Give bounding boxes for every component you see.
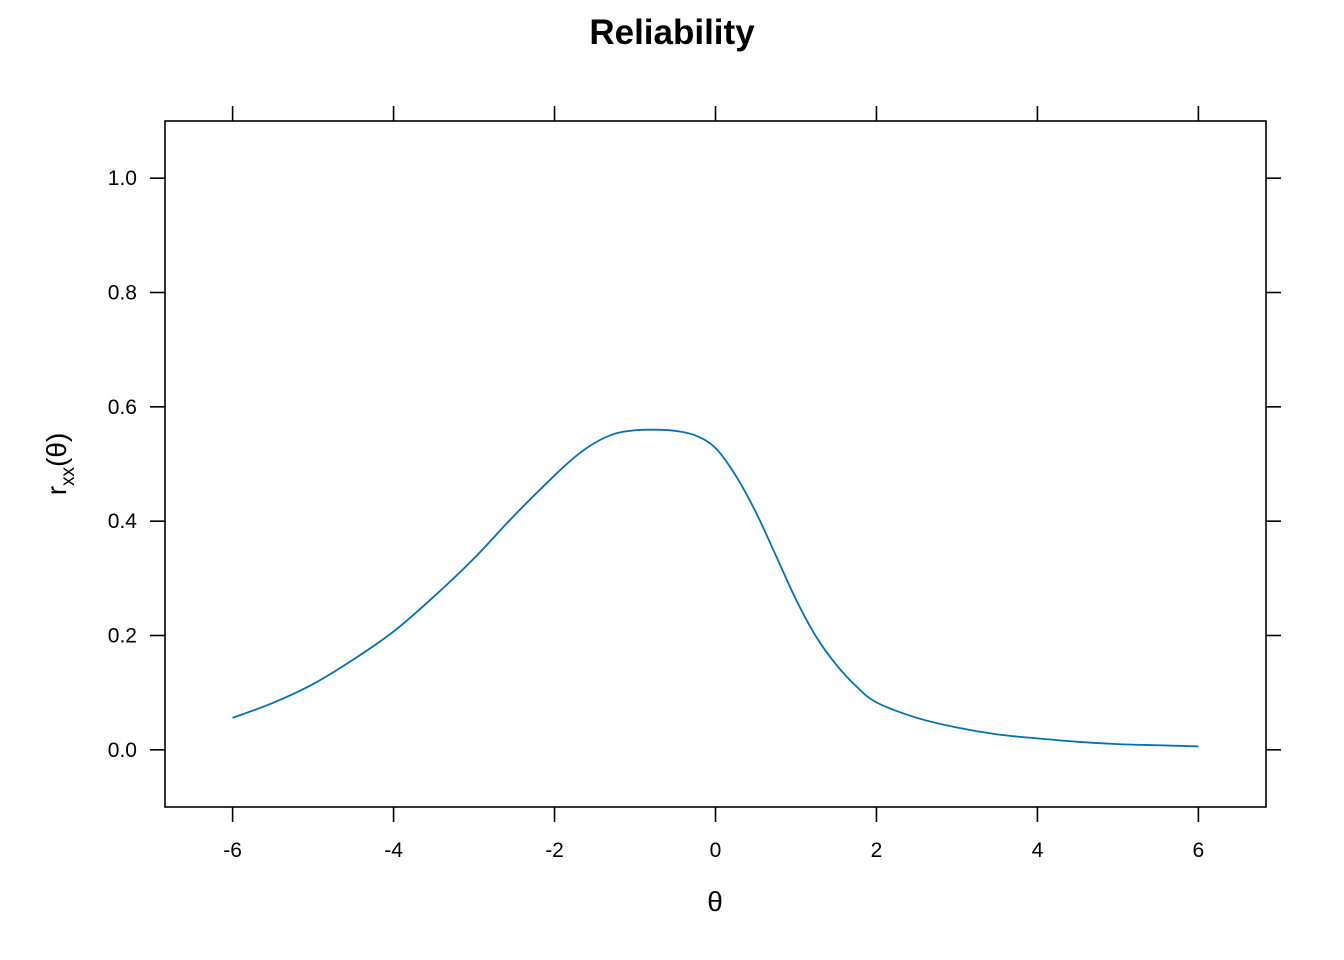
x-tick-label: -2 — [545, 839, 564, 862]
y-tick-label: 0.8 — [108, 282, 137, 305]
reliability-curve — [232, 428, 1199, 748]
y-axis-label: rxx(θ) — [41, 433, 79, 496]
y-tick-label: 0.4 — [108, 510, 138, 533]
y-tick-label: 0.0 — [108, 739, 137, 762]
axis-ticks: -6 -4 -2 0 2 4 6 0.0 0.2 0.4 0.6 0.8 1.0 — [108, 106, 1281, 862]
y-tick-label: 0.2 — [108, 625, 137, 648]
x-tick-label: 6 — [1193, 839, 1205, 862]
chart-title: Reliability — [589, 13, 755, 52]
plot-panel — [164, 120, 1267, 808]
x-tick-label: -4 — [384, 839, 403, 862]
y-tick-label: 1.0 — [108, 167, 137, 190]
series-layer — [232, 428, 1199, 748]
y-tick-label: 0.6 — [108, 396, 137, 419]
x-axis-label: θ — [707, 886, 723, 917]
x-tick-label: 0 — [710, 839, 722, 862]
x-tick-label: 2 — [871, 839, 883, 862]
x-tick-label: 4 — [1032, 839, 1044, 862]
x-tick-label: -6 — [223, 839, 242, 862]
